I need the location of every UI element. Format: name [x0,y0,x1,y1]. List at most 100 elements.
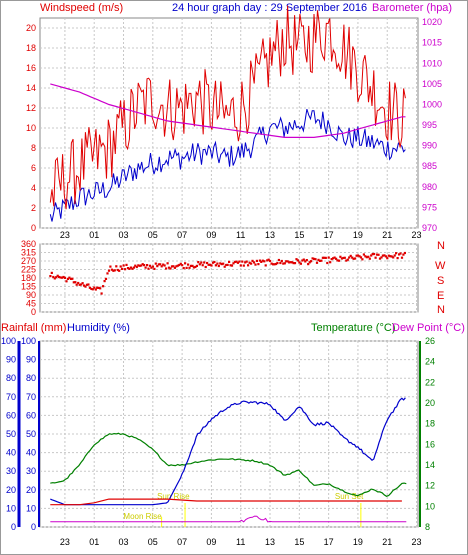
humidity-line [50,397,406,506]
direction-point [270,262,273,265]
direction-point [214,264,217,267]
direction-point [304,260,307,263]
direction-point [222,262,225,265]
direction-point [187,263,190,266]
direction-point [162,263,165,266]
direction-point [184,262,187,265]
direction-point [52,275,55,279]
direction-point [185,266,188,269]
temperature-y-tick: 26 [425,336,435,346]
wind-panel-x-tick: 19 [353,230,363,240]
direction-point [289,261,292,264]
direction-point [131,267,134,270]
direction-point [198,263,201,266]
direction-point [170,265,174,268]
direction-point [159,263,162,266]
humidity-y-tick: 50 [26,429,36,439]
dewpoint-line [50,515,407,523]
direction-point [154,262,157,265]
direction-point [386,257,389,260]
sun-set-label: Sun Set [335,492,364,501]
direction-point [244,261,247,264]
direction-point [233,260,237,263]
barometer-y-tick: 995 [422,120,437,130]
wind-panel-x-tick: 15 [294,230,304,240]
moon-rise-label: Moon Rise [123,512,162,521]
barometer-y-tick: 985 [422,161,437,171]
direction-point [61,276,64,279]
direction-point [402,253,405,256]
wind-panel-x-tick: 23 [412,230,422,240]
rainfall-line [50,498,402,506]
direction-point [128,267,131,270]
direction-point [318,259,321,262]
rainfall-y-tick: 70 [6,392,16,402]
direction-point [220,263,223,266]
direction-y-tick: 270 [21,256,36,266]
direction-point [83,284,86,287]
direction-point [280,259,283,263]
direction-point [81,282,84,285]
direction-point [148,264,152,267]
direction-point [314,258,317,261]
direction-point [191,264,194,267]
direction-point [113,269,116,272]
lower-panel-x-tick: 11 [236,537,245,547]
direction-point [121,267,124,270]
lower-panel-x-tick: 01 [89,537,99,547]
direction-point [342,256,345,260]
direction-point [68,276,71,279]
direction-point [176,264,179,267]
direction-point [285,260,288,263]
direction-point [286,260,289,263]
windspeed-y-tick: 10 [26,123,36,133]
direction-point [63,276,67,279]
temperature-y-tick: 16 [425,439,435,449]
lower-panel-x-tick: 23 [60,537,70,547]
direction-point [107,269,111,272]
wind-panel-x-tick: 17 [324,230,334,240]
direction-point [194,265,197,269]
direction-point [257,263,260,266]
direction-point [58,275,61,279]
direction-point [206,261,209,265]
direction-point [189,264,193,267]
direction-point [232,262,235,265]
direction-point [238,260,241,263]
direction-point [138,264,141,267]
temperature-y-tick: 10 [425,501,435,511]
direction-point [295,258,298,261]
direction-point [368,257,371,260]
direction-point [403,251,406,255]
direction-point [399,252,402,255]
windspeed-y-tick: 8 [31,143,36,153]
chart-title: 24 hour graph day : 29 September 2016 [172,2,367,14]
direction-point [292,262,295,265]
direction-point [305,259,308,262]
lower-panel-x-tick: 23 [412,537,422,547]
direction-point [96,286,99,289]
direction-point [302,258,305,261]
lower-panel-x-tick: 05 [148,537,158,547]
humidity-y-tick: 0 [31,522,36,532]
lower-panel-x-tick: 19 [353,537,363,547]
direction-point [230,264,234,267]
direction-point [395,252,398,255]
rainfall-y-tick: 50 [6,429,16,439]
direction-point [66,277,69,280]
direction-point [229,264,232,267]
direction-point [255,259,258,262]
direction-point [273,263,276,266]
direction-point [359,256,363,259]
compass-label-e: E [437,290,444,302]
direction-point [75,283,78,286]
barometer-y-tick: 1010 [422,58,442,68]
direction-point [173,266,176,269]
direction-point [291,261,294,264]
windspeed-y-tick: 18 [26,43,36,53]
temperature-y-tick: 24 [425,357,435,367]
direction-point [349,254,352,257]
direction-point [160,265,163,268]
